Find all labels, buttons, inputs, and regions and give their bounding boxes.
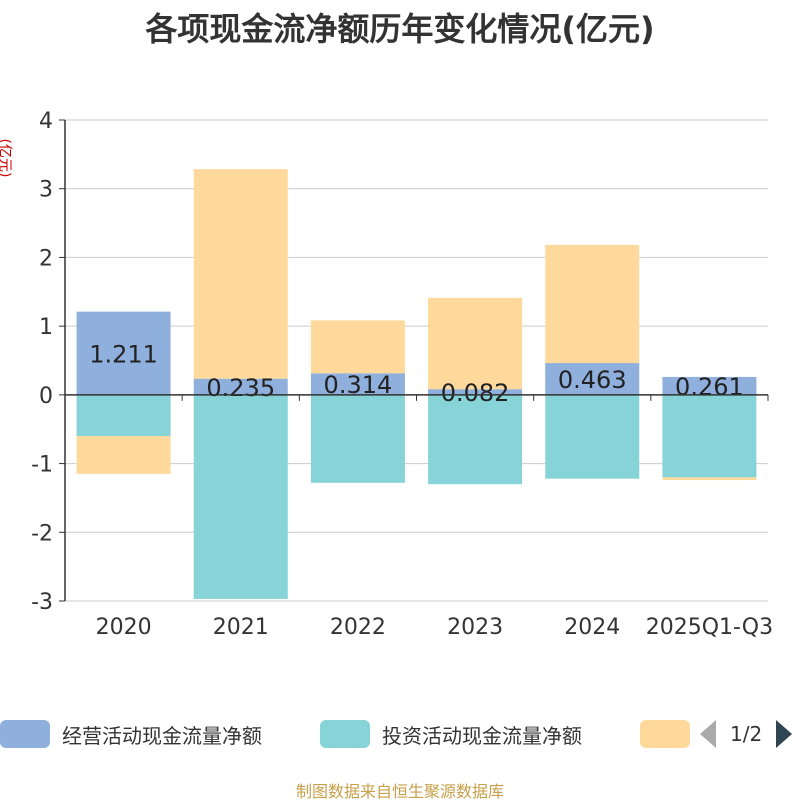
legend-item-operating[interactable]: 经营活动现金流量净额 [0, 714, 262, 754]
y-tick-label: 2 [39, 246, 53, 271]
bar-financing-4 [545, 244, 640, 364]
chevron-left-icon[interactable] [700, 720, 716, 748]
bar-financing-0 [76, 436, 171, 474]
x-tick-label: 2021 [213, 615, 269, 640]
legend-label-investing: 投资活动现金流量净额 [382, 723, 582, 748]
legend-page-indicator: 1/2 [730, 722, 763, 746]
bar-operating-5 [662, 376, 757, 395]
bar-investing-0 [76, 394, 171, 437]
bar-financing-1 [193, 169, 288, 379]
x-tick-label: 2022 [330, 615, 386, 640]
data-label: 1.211 [89, 340, 158, 368]
y-tick-label: 3 [39, 178, 53, 203]
bar-investing-1 [193, 394, 288, 599]
legend-item-investing[interactable]: 投资活动现金流量净额 [320, 714, 582, 754]
data-label: 0.235 [206, 374, 275, 402]
bar-operating-0 [76, 311, 171, 395]
bar-financing-2 [310, 320, 405, 374]
data-label: 0.261 [675, 373, 744, 401]
legend-pager: 1/2 [700, 714, 793, 754]
legend-swatch-operating [0, 720, 50, 748]
bar-investing-5 [662, 394, 757, 478]
bar-financing-3 [428, 297, 523, 390]
data-label: 0.463 [558, 366, 627, 394]
y-tick-label: 0 [39, 384, 53, 409]
y-tick-label: -3 [31, 590, 53, 615]
legend-label-operating: 经营活动现金流量净额 [62, 723, 262, 748]
data-label: 0.082 [441, 379, 510, 407]
x-tick-label: 2023 [447, 615, 503, 640]
bar-operating-1 [193, 378, 288, 395]
y-tick-label: -1 [31, 453, 53, 478]
legend: 经营活动现金流量净额 投资活动现金流量净额 1/2 [0, 714, 800, 754]
bar-investing-3 [428, 394, 523, 485]
chevron-right-icon[interactable] [776, 720, 793, 748]
bar-financing-5 [662, 477, 757, 481]
y-tick-label: 1 [39, 315, 53, 340]
y-tick-label: -2 [31, 521, 53, 546]
legend-item-financing[interactable] [640, 714, 702, 754]
legend-swatch-financing [640, 720, 690, 748]
chart-title: 各项现金流净额历年变化情况(亿元) [145, 10, 655, 48]
bar-investing-2 [310, 394, 405, 483]
bar-operating-3 [428, 389, 523, 395]
bar-investing-4 [545, 394, 640, 479]
x-tick-label: 2025Q1-Q3 [646, 615, 773, 640]
x-tick-label: 2024 [564, 615, 620, 640]
y-tick-label: 4 [39, 109, 53, 134]
bar-operating-2 [310, 373, 405, 395]
x-tick-label: 2020 [96, 615, 152, 640]
legend-swatch-investing [320, 720, 370, 748]
bar-operating-4 [545, 363, 640, 395]
data-source-note: 制图数据来自恒生聚源数据库 [295, 782, 504, 801]
